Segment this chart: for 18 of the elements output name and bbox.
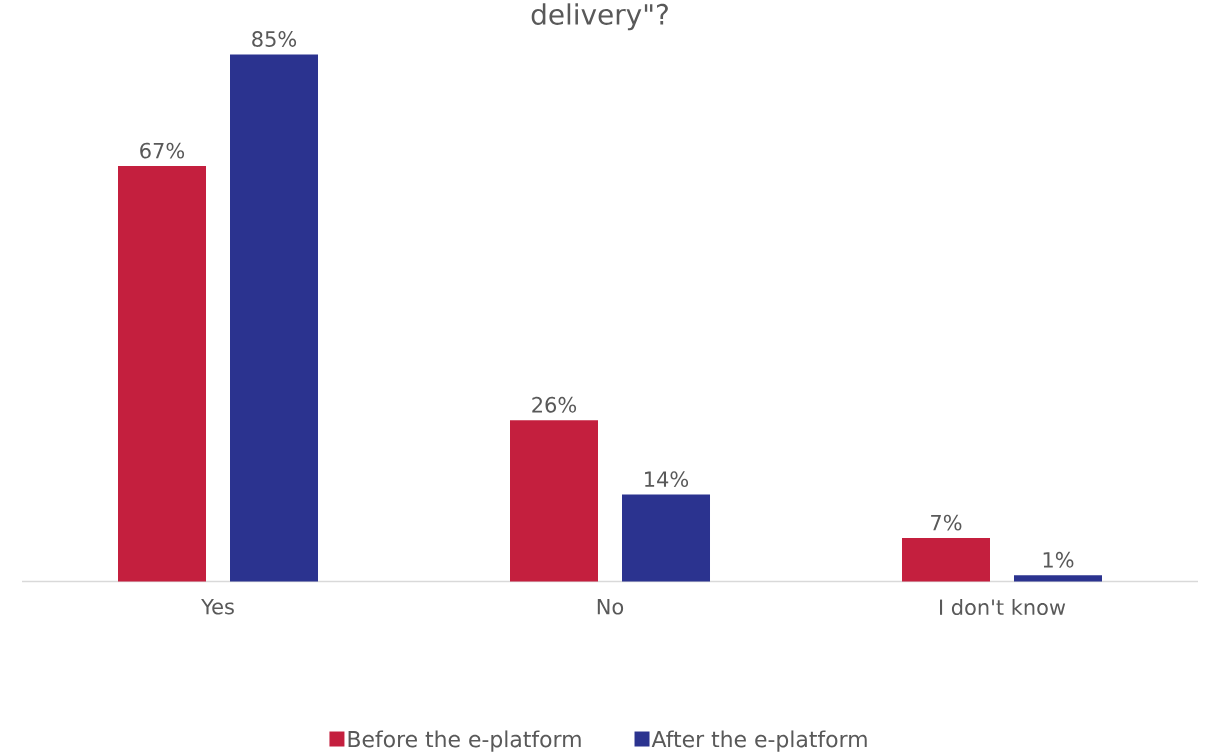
chart-title: delivery"?	[531, 3, 668, 31]
data-label: 14%	[645, 471, 689, 487]
legend-label: Before the e-platform	[348, 730, 581, 752]
bar	[902, 537, 990, 582]
bar	[1014, 575, 1102, 582]
bar	[622, 494, 710, 582]
bar	[510, 420, 598, 582]
data-label: 67%	[140, 142, 185, 159]
legend-label: After the e-platform	[651, 730, 867, 752]
bar	[118, 165, 207, 582]
data-label: 1%	[1043, 551, 1074, 568]
data-label: 85%	[252, 30, 297, 47]
bar	[230, 54, 319, 582]
x-tick-label: No	[597, 598, 624, 615]
x-tick-label: Yes	[201, 598, 234, 615]
data-label: 7%	[931, 514, 962, 531]
data-label: 26%	[532, 396, 577, 413]
x-tick-label: I don't know	[940, 598, 1066, 615]
